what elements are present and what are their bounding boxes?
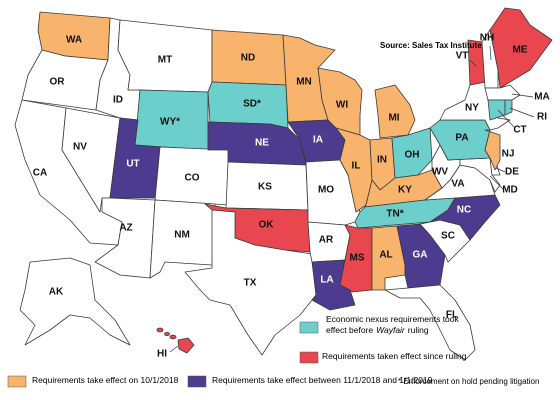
legend-text-part: Requirements take effect between 11/1/20… <box>212 375 433 385</box>
state-label: NJ <box>502 149 515 160</box>
states: WA OR CA NV ID MT WY* UT CO AZ NM ND SD* NE KS OK TX MN IA… <box>14 7 553 361</box>
state-label: OK <box>259 220 275 231</box>
state-label: VA <box>451 179 464 190</box>
state <box>419 194 501 241</box>
state <box>374 84 416 139</box>
state <box>335 127 373 213</box>
state-label: DE <box>505 167 519 178</box>
leader-line <box>509 107 535 118</box>
state-label: MT <box>158 55 172 66</box>
legend-swatch <box>299 351 319 364</box>
state-label: PA <box>455 133 468 144</box>
state-label: RI <box>537 112 547 123</box>
state-label: GA <box>413 250 428 261</box>
state-label: NV <box>73 142 87 153</box>
state <box>184 209 317 356</box>
state-label: SD* <box>243 99 261 110</box>
state-label: TN* <box>386 209 403 220</box>
state-label: AR <box>319 235 334 246</box>
state-label: ND <box>241 53 255 64</box>
legend-text: Requirements take effect on 10/1/2018 <box>32 375 179 385</box>
legend-text: Requirements take effect between 11/1/20… <box>212 375 433 385</box>
state-label: NC <box>457 205 471 216</box>
state-label: AK <box>49 287 64 298</box>
legend-text-part: Requirements taken effect since ruling <box>322 351 467 361</box>
state-label: HI <box>157 349 167 360</box>
state-label: AL <box>379 250 392 261</box>
state <box>21 49 109 111</box>
state-label: WY* <box>160 117 180 128</box>
state-label: NH <box>480 33 494 44</box>
state-label: NE <box>255 138 269 149</box>
state-label: OR <box>50 77 66 88</box>
state-label: TX <box>244 278 257 289</box>
island <box>169 334 177 340</box>
state-label: IN <box>377 155 387 166</box>
leader-line <box>469 59 477 67</box>
state <box>177 337 195 354</box>
legend-text: Economic nexus requirements took effect b… <box>326 314 460 335</box>
state-label: MS <box>350 253 365 264</box>
state <box>489 7 553 89</box>
state <box>19 257 131 346</box>
leader-line <box>489 45 492 61</box>
source: Source: Sales Tax Institute <box>380 41 482 50</box>
state-label: LA <box>320 275 333 286</box>
legend-text-part: Wayfair <box>376 325 406 335</box>
state-label: NM <box>174 230 190 241</box>
state-label: FL <box>446 310 458 321</box>
legend-text: Requirements taken effect since ruling <box>322 351 467 361</box>
leader-line <box>497 109 515 128</box>
legend-swatch <box>299 321 319 334</box>
state-label: NY <box>465 103 479 114</box>
state-label: CT <box>513 125 526 136</box>
state <box>504 99 513 116</box>
state-label: OH <box>405 150 420 161</box>
legend-text-part: Requirements take effect on 10/1/2018 <box>32 375 179 385</box>
state-label: ME <box>513 45 528 56</box>
state-label: CO <box>185 173 200 184</box>
state-label: AZ <box>119 223 132 234</box>
state-label: IL <box>352 161 361 172</box>
state-label: KY <box>398 185 412 196</box>
state-label: IA <box>313 135 323 146</box>
island <box>164 331 170 336</box>
legend-text-part: ruling <box>408 325 429 335</box>
legend: Economic nexus requirements took effect b… <box>7 314 467 388</box>
state-label: CA <box>33 168 47 179</box>
state-label: MA <box>534 92 550 103</box>
state-label: WI <box>336 100 348 111</box>
state <box>484 129 501 171</box>
state-label: UT <box>126 159 139 170</box>
legend-swatch <box>187 375 207 388</box>
state <box>149 199 216 279</box>
legend-swatch <box>7 375 27 388</box>
state-label: KS <box>258 182 272 193</box>
legend-text-part: Economic nexus requirements took <box>326 314 460 324</box>
leader-line <box>511 93 534 98</box>
state-label: SC <box>441 231 455 242</box>
state-label: VT <box>456 51 469 62</box>
state-label: WA <box>66 35 82 46</box>
state-label: WV <box>432 167 448 178</box>
island <box>156 327 164 333</box>
legend-note: * Enforcement on hold pending litigation <box>398 377 539 386</box>
state <box>487 99 506 121</box>
state-label: MN <box>296 77 312 88</box>
state-label: MD <box>502 185 518 196</box>
state-label: MO <box>318 185 334 196</box>
state-label: MI <box>388 113 399 124</box>
leader-line <box>489 175 504 190</box>
leader-line <box>495 167 506 173</box>
state <box>317 67 363 136</box>
state-label: ID <box>113 95 123 106</box>
leader-lines <box>156 45 535 353</box>
leader-line <box>169 345 179 353</box>
state <box>384 284 476 361</box>
state <box>339 224 373 293</box>
legend-text-part: effect before <box>326 325 373 335</box>
state <box>481 29 499 89</box>
